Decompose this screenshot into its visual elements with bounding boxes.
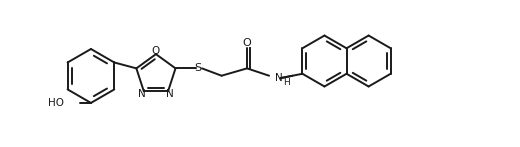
Text: S: S [194, 63, 201, 73]
Text: O: O [243, 38, 252, 48]
Text: N: N [275, 73, 283, 83]
Text: N: N [166, 89, 174, 99]
Text: O: O [152, 46, 160, 56]
Text: H: H [283, 78, 290, 87]
Text: N: N [138, 89, 146, 99]
Text: HO: HO [48, 98, 64, 108]
